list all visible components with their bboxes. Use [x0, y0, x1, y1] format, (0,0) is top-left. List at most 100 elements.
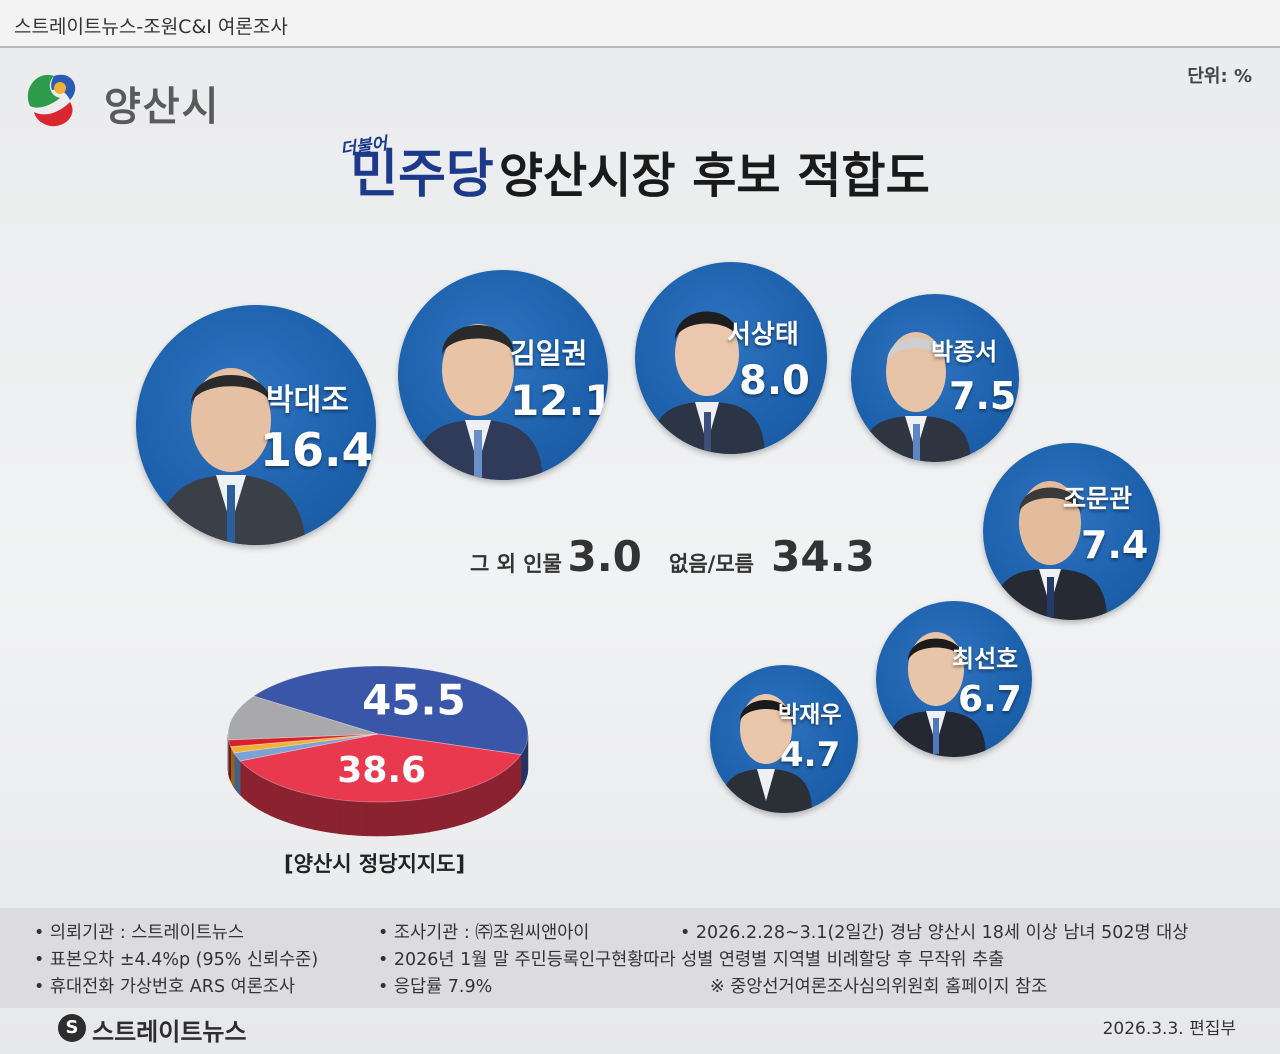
- pie-slice-side: [331, 798, 341, 835]
- pie-slice-side: [461, 787, 470, 825]
- pie-slice-side: [264, 777, 271, 816]
- pie-slice-side: [243, 764, 249, 803]
- pie-slice-side: [523, 745, 527, 785]
- footer-item: • 응답률 7.9%: [378, 977, 493, 997]
- pie-slice: [239, 733, 522, 803]
- pie-slice-side: [517, 753, 522, 794]
- pie-slice-side: [248, 767, 254, 807]
- candidate-photo: [650, 311, 765, 454]
- brand-icon: S: [58, 1014, 86, 1042]
- pie-slice-side: [446, 792, 455, 829]
- party-support-pie: 45.5 38.6: [227, 665, 529, 837]
- others-summary: 그 외 인물 3.0 없음/모름 34.3: [470, 532, 875, 581]
- pie-slice-side: [500, 769, 507, 808]
- pie-value-label: 38.6: [337, 750, 426, 791]
- candidate-bubble: 서상태 8.0: [635, 262, 827, 454]
- pie-slice: [233, 733, 379, 762]
- pie-slice-side: [322, 796, 332, 834]
- pie-slice-side: [394, 800, 404, 836]
- candidate-value: 8.0: [739, 358, 810, 404]
- candidate-name: 박대조: [266, 383, 349, 418]
- footer-item: • 휴대전화 가상번호 ARS 여론조사: [34, 977, 296, 997]
- candidate-name: 서상태: [727, 320, 799, 350]
- pie-value-label: 45.5: [362, 675, 466, 724]
- candidate-photo: [413, 324, 543, 480]
- pie-slice-side: [306, 793, 315, 831]
- pie-caption: [양산시 정당지지도]: [284, 852, 466, 876]
- candidate-name: 박종서: [931, 338, 998, 366]
- footer-item: • 2026.2.28~3.1(2일간) 경남 양산시 18세 이상 남녀 50…: [680, 923, 1189, 943]
- survey-source: 스트레이트뉴스-조원C&I 여론조사: [14, 16, 288, 38]
- candidate-bubble: 김일권 12.1: [398, 270, 608, 480]
- candidate-value: 7.4: [1081, 523, 1149, 567]
- pie-slice-side: [403, 799, 413, 836]
- pie-slice-side: [412, 798, 422, 835]
- pie-slice-side: [357, 801, 368, 837]
- pie-slice-side: [298, 791, 307, 829]
- candidate-value: 4.7: [780, 735, 841, 775]
- candidate-value: 7.5: [949, 374, 1017, 418]
- candidate-value: 6.7: [958, 679, 1022, 720]
- pie-slice-side: [385, 801, 395, 837]
- pie-slice: [228, 733, 379, 748]
- pie-slice: [252, 665, 529, 756]
- party-name: 민주당: [350, 145, 494, 205]
- candidate-photo: [861, 332, 971, 462]
- footer-item: • 조사기관 : ㈜조원씨앤아이: [378, 923, 590, 943]
- others-value: 3.0: [567, 532, 642, 581]
- title-rest: 양산시장 후보 적합도: [498, 148, 930, 204]
- footer-item: • 2026년 1월 말 주민등록인구현황따라 성별 연령별 지역별 비례할당 …: [378, 950, 1005, 970]
- candidate-name: 김일권: [510, 337, 588, 370]
- pie-slice-side: [509, 761, 515, 801]
- city-name: 양산시: [104, 84, 221, 130]
- candidate-value: 16.4: [260, 423, 374, 477]
- pie-slice-side: [270, 780, 278, 819]
- pie-slice: [227, 695, 379, 741]
- pie-slice-side: [258, 774, 265, 813]
- pie-slice-side: [489, 775, 496, 815]
- candidate-bubble: 박재우 4.7: [710, 665, 858, 813]
- pie-slice-side: [340, 799, 350, 836]
- candidate-name: 박재우: [778, 702, 842, 728]
- candidate-bubble: 박대조 16.4: [136, 305, 376, 545]
- none-value: 34.3: [771, 532, 875, 581]
- others-label: 그 외 인물: [470, 552, 562, 576]
- top-banner: 스트레이트뉴스-조원C&I 여론조사: [0, 0, 1280, 48]
- pie-slice-side: [505, 765, 511, 805]
- pie-slice-side: [514, 757, 519, 798]
- pie-slice-side: [520, 748, 525, 790]
- candidate-value: 12.1: [510, 376, 608, 425]
- footer-item: • 의뢰기관 : 스트레이트뉴스: [34, 923, 245, 943]
- candidate-photo: [720, 694, 812, 813]
- yangsan-emblem-icon: [27, 74, 76, 127]
- pie-slice-side: [290, 789, 299, 827]
- pie-slice-side: [283, 786, 292, 824]
- survey-info: • 의뢰기관 : 스트레이트뉴스 • 조사기관 : ㈜조원씨앤아이 • 2026…: [0, 908, 1280, 1008]
- pie-slice: [230, 733, 379, 754]
- pie-slice-side: [348, 800, 359, 836]
- pie-slice-side: [429, 795, 439, 833]
- pie-slice-side: [495, 772, 502, 811]
- candidate-bubble: 최선호 6.7: [876, 601, 1032, 757]
- pie-slice-side: [375, 801, 386, 837]
- candidate-bubble: 조문관 7.4: [983, 443, 1160, 620]
- pie-slice-side: [420, 797, 431, 834]
- candidate-photo: [156, 368, 306, 545]
- candidate-photo: [886, 632, 986, 757]
- pie-slice-side: [437, 794, 447, 831]
- publish-date: 2026.3.3. 편집부: [1102, 1019, 1236, 1039]
- pie-slice-side: [239, 760, 245, 800]
- candidate-photo: [993, 481, 1107, 620]
- candidate-name: 조문관: [1063, 484, 1133, 513]
- brand-name: 스트레이트뉴스: [92, 1018, 247, 1046]
- none-label: 없음/모름: [669, 552, 754, 576]
- footer-item: • 표본오차 ±4.4%p (95% 신뢰수준): [34, 950, 319, 970]
- page-title: 더불어 민주당 양산시장 후보 적합도: [0, 132, 1280, 207]
- candidate-name: 최선호: [952, 645, 1019, 673]
- pie-slice-side: [366, 801, 377, 837]
- pie-slice-side: [253, 771, 259, 810]
- yangsan-logo: 양산시: [20, 66, 250, 130]
- pie-slice-side: [276, 783, 285, 822]
- pie-slice-side: [476, 782, 484, 820]
- pie-slice-side: [469, 784, 477, 823]
